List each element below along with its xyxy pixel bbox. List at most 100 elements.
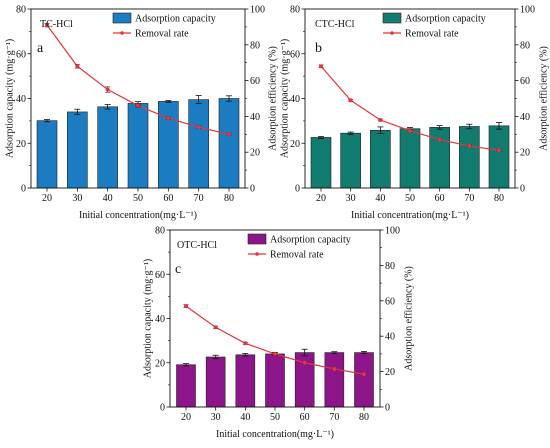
capacity-bar-30	[205, 356, 226, 408]
capacity-bar-50	[127, 103, 149, 189]
x-tick-label: 40	[103, 193, 113, 204]
capacity-error-bar-40	[377, 126, 384, 135]
y-axis-title: Adsorption capacity (mg·g⁻¹)	[280, 39, 291, 158]
legend-label-capacity: Adsorption capacity	[135, 14, 216, 25]
capacity-bar-50	[399, 128, 421, 189]
x-tick-label: 70	[329, 412, 339, 423]
y-tick-label: 40	[16, 94, 26, 105]
x-tick-label: 60	[435, 193, 445, 204]
legend-label-removal-rate: Removal rate	[270, 250, 324, 261]
y-tick-label: 20	[290, 139, 300, 150]
capacity-error-bar-20	[44, 119, 50, 123]
x-tick-label: 80	[359, 412, 369, 423]
removal-rate-point-50	[272, 351, 278, 356]
removal-rate-point-50	[135, 103, 141, 108]
x-tick-label: 20	[42, 193, 52, 204]
capacity-bar-80	[488, 125, 510, 189]
y-tick-label: 0	[21, 184, 26, 195]
x-tick-label: 50	[133, 193, 143, 204]
legend-line-marker	[390, 31, 394, 35]
legend-label-capacity: Adsorption capacity	[270, 235, 351, 246]
capacity-bar-30	[340, 132, 361, 189]
y2-axis-title: Adsorption efficiency (%)	[268, 46, 279, 151]
y-tick-label: 0	[160, 403, 165, 414]
capacity-error-bar-80	[226, 95, 232, 102]
legend-bar-swatch	[382, 12, 402, 24]
x-tick-label: 30	[346, 193, 356, 204]
removal-rate-point-50	[407, 128, 413, 133]
x-tick-label: 30	[211, 412, 221, 423]
capacity-bar-70	[188, 99, 209, 189]
x-tick-label: 40	[240, 412, 250, 423]
capacity-bar-20	[36, 120, 58, 189]
y-tick-label: 80	[290, 5, 300, 16]
capacity-error-bar-40	[104, 104, 111, 110]
removal-rate-point-20	[318, 64, 324, 69]
panel-letter: c	[175, 262, 181, 277]
chart-panel-b: 20 30 40 50 60 70 80 0 20 40 60 80 0 20 40 60 80 100 Adsor…	[280, 5, 550, 222]
capacity-bar-40	[97, 106, 118, 189]
x-tick-label: 70	[194, 193, 204, 204]
y2-tick-label: 40	[385, 332, 395, 343]
removal-rate-point-30	[213, 325, 218, 330]
capacity-error-bar-20	[183, 363, 189, 367]
y2-tick-label: 20	[385, 367, 395, 378]
y-tick-label: 80	[155, 226, 165, 237]
y2-tick-label: 60	[385, 296, 395, 307]
y2-tick-label: 100	[385, 226, 400, 237]
removal-rate-point-20	[183, 304, 189, 309]
capacity-bar-60	[429, 127, 450, 189]
capacity-bar-80	[218, 98, 240, 189]
removal-rate-point-40	[378, 117, 383, 123]
y2-tick-label: 80	[520, 40, 530, 51]
removal-rate-point-60	[437, 137, 442, 142]
capacity-error-bar-80	[361, 351, 367, 355]
capacity-bar-40	[370, 129, 391, 189]
removal-rate-point-80	[226, 132, 232, 137]
x-tick-label: 30	[72, 193, 82, 204]
capacity-bar-70	[459, 126, 480, 189]
capacity-bar-80	[354, 352, 374, 408]
y-tick-label: 0	[295, 184, 300, 195]
y-tick-label: 60	[155, 270, 165, 281]
capacity-bar-70	[324, 352, 345, 408]
chart-panel-a: 20 30 40 50 60 70 80 0 20 40 60 80 0 20 40 60 80 100 Adsor…	[5, 5, 279, 222]
capacity-error-bar-20	[318, 136, 324, 139]
legend-label-removal-rate: Removal rate	[135, 29, 189, 40]
capacity-error-bar-70	[466, 123, 473, 130]
legend-line-marker	[255, 252, 259, 256]
y-tick-label: 80	[16, 5, 26, 16]
capacity-bar-40	[235, 354, 256, 408]
capacity-bar-30	[67, 111, 88, 189]
legend-bar-swatch	[112, 12, 132, 24]
y-tick-label: 60	[290, 49, 300, 60]
x-axis-title: Initial concentration(mg·L⁻¹)	[351, 210, 469, 221]
y-tick-label: 60	[16, 49, 26, 60]
capacity-bar-20	[310, 137, 332, 189]
y2-tick-label: 20	[520, 148, 530, 159]
y2-tick-label: 0	[520, 184, 525, 195]
panel-letter: a	[37, 41, 44, 56]
panel-title: OTC-HCl	[177, 240, 217, 251]
capacity-error-bar-60	[301, 348, 308, 357]
x-tick-label: 50	[405, 193, 415, 204]
panel-title: CTC-HCl	[315, 19, 355, 30]
capacity-bar-50	[265, 353, 285, 408]
y-axis-title: Adsorption capacity (mg·g⁻¹)	[5, 39, 16, 158]
chart-panel-c: 20 30 40 50 60 70 80 0 20 40 60 80 0 20 40 60 80 100 Adsor…	[143, 226, 415, 441]
x-tick-label: 50	[270, 412, 280, 423]
removal-rate-point-80	[496, 148, 502, 153]
y2-tick-label: 40	[520, 112, 530, 123]
x-axis-title: Initial concentration(mg·L⁻¹)	[216, 429, 334, 440]
panel-title: TC-HCl	[40, 19, 73, 30]
legend-label-removal-rate: Removal rate	[405, 29, 459, 40]
x-tick-label: 80	[224, 193, 234, 204]
removal-rate-point-70	[467, 143, 472, 148]
removal-rate-point-70	[332, 366, 337, 371]
y2-tick-label: 0	[385, 403, 390, 414]
legend-line-marker	[120, 31, 124, 35]
y2-axis-title: Adsorption efficiency (%)	[404, 266, 415, 371]
capacity-error-bar-30	[74, 108, 81, 116]
capacity-bar-60	[158, 101, 179, 189]
